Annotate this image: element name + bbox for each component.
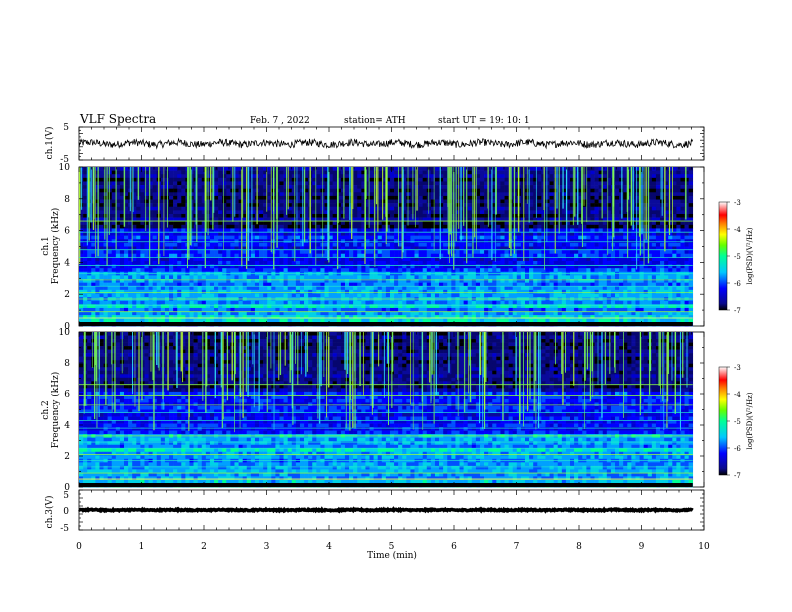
freq-tick-label: 4 — [64, 258, 70, 268]
x-tick-label: 8 — [576, 542, 582, 552]
start-ut-label: start UT = 19: 10: 1 — [438, 116, 530, 126]
freq-tick-label: 8 — [64, 359, 70, 369]
freq-tick-label: 6 — [64, 227, 70, 237]
ch3-ytick-top: 5 — [63, 491, 69, 501]
ch1-waveform-line — [78, 137, 694, 150]
ch1-colorbar: -3 -4 -5 -6 -7 log(PSD)(V²/Hz) — [718, 199, 754, 315]
freq-tick-label: 10 — [59, 328, 71, 338]
ch3-ytick-bottom: -5 — [60, 524, 69, 534]
ch3-waveform-line — [78, 506, 694, 514]
x-tick-label: 1 — [139, 542, 145, 552]
freq-tick-label: 10 — [59, 163, 71, 173]
freq-tick-label: 2 — [64, 452, 70, 462]
ch1-spec-ylabel-line2: Frequency (kHz) — [50, 208, 61, 285]
freq-tick-label: 2 — [64, 290, 70, 300]
x-tick-label: 6 — [451, 542, 457, 552]
colorbar-tick-label: -3 — [734, 199, 741, 207]
colorbar-tick-label: -5 — [734, 253, 741, 261]
date-label: Feb. 7 , 2022 — [250, 116, 310, 126]
ch1-spectrogram-panel: 0 2 4 6 8 10 ch.1 Frequency (kHz) — [41, 163, 705, 332]
ch2-colorbar: -3 -4 -5 -6 -7 log(PSD)(V²/Hz) — [718, 364, 754, 480]
x-tick-label: 3 — [264, 542, 270, 552]
colorbar-tick-label: -3 — [734, 364, 741, 372]
ch1-spec-ylabel-line1: ch.1 — [41, 236, 51, 255]
ch2-spectrogram-panel: 0 2 4 6 8 10 ch.2 Frequency (kHz) — [41, 328, 705, 493]
ch1-colorbar-label: log(PSD)(V²/Hz) — [746, 227, 754, 284]
ch1-spectrogram-image — [78, 167, 694, 327]
figure-title: VLF Spectra — [79, 112, 156, 126]
station-label: station= ATH — [344, 116, 406, 126]
ch2-colorbar-label: log(PSD)(V²/Hz) — [746, 392, 754, 449]
freq-tick-label: 0 — [64, 322, 70, 332]
x-tick-label: 2 — [201, 542, 207, 552]
x-tick-label: 9 — [639, 542, 645, 552]
colorbar-tick-label: -6 — [734, 445, 741, 453]
colorbar-tick-label: -7 — [734, 472, 741, 480]
x-tick-label: 4 — [326, 542, 332, 552]
ch3-ytick-mid: 0 — [63, 507, 69, 517]
freq-tick-label: 6 — [64, 390, 70, 400]
x-tick-label: 0 — [76, 542, 82, 552]
x-tick-label: 7 — [514, 542, 520, 552]
ch1-ylabel: ch.1(V) — [44, 127, 55, 160]
colorbar-tick-label: -4 — [734, 391, 741, 399]
ch3-waveform-panel: 5 0 -5 ch.3(V) — [44, 489, 705, 534]
freq-tick-label: 8 — [64, 195, 70, 205]
ch2-spec-ylabel-line2: Frequency (kHz) — [50, 372, 61, 449]
colorbar-tick-label: -7 — [734, 307, 741, 315]
x-tick-label: 10 — [698, 542, 710, 552]
freq-tick-label: 0 — [64, 483, 70, 493]
freq-tick-label: 4 — [64, 421, 70, 431]
ch3-ylabel: ch.3(V) — [44, 496, 55, 529]
x-axis-label: Time (min) — [367, 550, 417, 561]
ch1-waveform-panel: 5 -5 ch.1(V) — [44, 123, 705, 165]
ch2-spec-ylabel-line1: ch.2 — [41, 400, 51, 419]
ch1-ytick-top: 5 — [63, 123, 69, 133]
x-tick-label: 5 — [389, 542, 395, 552]
ch1-ytick-bottom: -5 — [60, 155, 69, 165]
colorbar-tick-label: -4 — [734, 226, 741, 234]
colorbar-tick-label: -6 — [734, 280, 741, 288]
colorbar-tick-label: -5 — [734, 418, 741, 426]
ch2-spectrogram-image — [79, 332, 694, 488]
